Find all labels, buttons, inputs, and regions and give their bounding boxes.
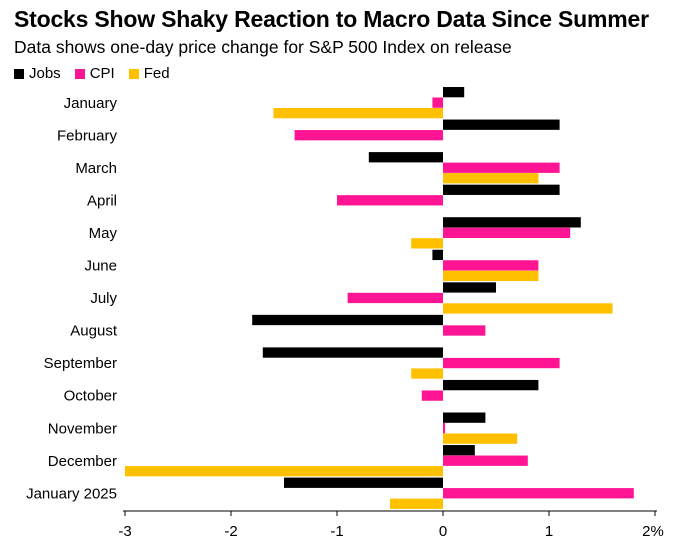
bar-jobs-november <box>443 412 486 423</box>
bar-cpi-january <box>432 97 443 108</box>
category-label-september: September <box>44 355 117 372</box>
bar-cpi-may <box>443 227 571 238</box>
bar-jobs-august <box>252 314 443 326</box>
bar-jobs-january-2025 <box>284 477 443 488</box>
bar-jobs-february <box>443 119 560 130</box>
x-tick-label-2: -2 <box>224 523 237 540</box>
bar-fed-july <box>443 303 613 314</box>
legend-item-fed: Fed <box>128 65 170 82</box>
bar-jobs-march <box>368 152 443 163</box>
bar-jobs-september <box>262 347 443 358</box>
category-label-january-2025: January 2025 <box>26 485 117 502</box>
bar-fed-november <box>443 433 518 444</box>
category-label-march: March <box>75 160 117 177</box>
legend-swatch-jobs <box>14 68 24 79</box>
category-label-december: December <box>48 453 117 470</box>
chart-subtitle: Data shows one-day price change for S&P … <box>14 37 512 57</box>
legend-item-jobs: Jobs <box>14 65 61 82</box>
bar-jobs-may <box>443 217 581 228</box>
bar-fed-december <box>125 466 443 477</box>
bar-cpi-june <box>443 260 539 271</box>
bar-cpi-october <box>421 390 443 401</box>
category-label-february: February <box>57 127 118 144</box>
legend-swatch-fed <box>128 68 139 79</box>
category-label-january: January <box>64 95 118 112</box>
x-tick-label-2: 2% <box>642 523 664 540</box>
bar-jobs-october <box>443 379 539 391</box>
bar-jobs-april <box>443 184 560 195</box>
legend-item-cpi: CPI <box>74 65 115 82</box>
bar-cpi-december <box>443 455 528 466</box>
bar-fed-september <box>411 368 443 379</box>
bar-cpi-april <box>337 195 443 206</box>
legend-label-fed: Fed <box>143 65 170 82</box>
legend-swatch-cpi <box>74 68 85 79</box>
chart-title: Stocks Show Shaky Reaction to Macro Data… <box>14 6 649 32</box>
legend: Jobs CPI Fed <box>14 65 184 82</box>
bar-cpi-february <box>294 130 443 141</box>
bar-jobs-december <box>443 445 475 456</box>
category-label-october: October <box>64 388 117 405</box>
bar-cpi-july <box>347 292 443 304</box>
bar-cpi-september <box>443 357 560 369</box>
category-label-may: May <box>89 225 118 242</box>
bar-fed-march <box>443 173 539 184</box>
bar-fed-january-2025 <box>390 498 443 509</box>
category-label-july: July <box>90 290 117 307</box>
bar-cpi-january-2025 <box>443 488 634 499</box>
legend-label-cpi: CPI <box>89 65 115 82</box>
category-label-april: April <box>87 192 117 209</box>
bar-cpi-march <box>443 162 560 173</box>
bar-cpi-november <box>443 423 446 434</box>
x-tick-label-1: -1 <box>330 523 343 540</box>
bar-jobs-july <box>443 282 496 293</box>
category-label-november: November <box>48 420 117 437</box>
x-tick-label-1: 1 <box>545 523 553 540</box>
bar-fed-june <box>443 270 539 282</box>
category-label-august: August <box>70 323 118 340</box>
bar-cpi-august <box>443 325 486 336</box>
bar-fed-january <box>273 108 443 119</box>
bar-jobs-june <box>432 249 443 261</box>
x-tick-label-3: -3 <box>118 523 131 540</box>
legend-label-jobs: Jobs <box>29 65 61 82</box>
x-tick-label-0: 0 <box>439 523 447 540</box>
category-label-june: June <box>84 258 117 275</box>
bar-fed-may <box>411 238 443 249</box>
bar-jobs-january <box>443 87 465 98</box>
